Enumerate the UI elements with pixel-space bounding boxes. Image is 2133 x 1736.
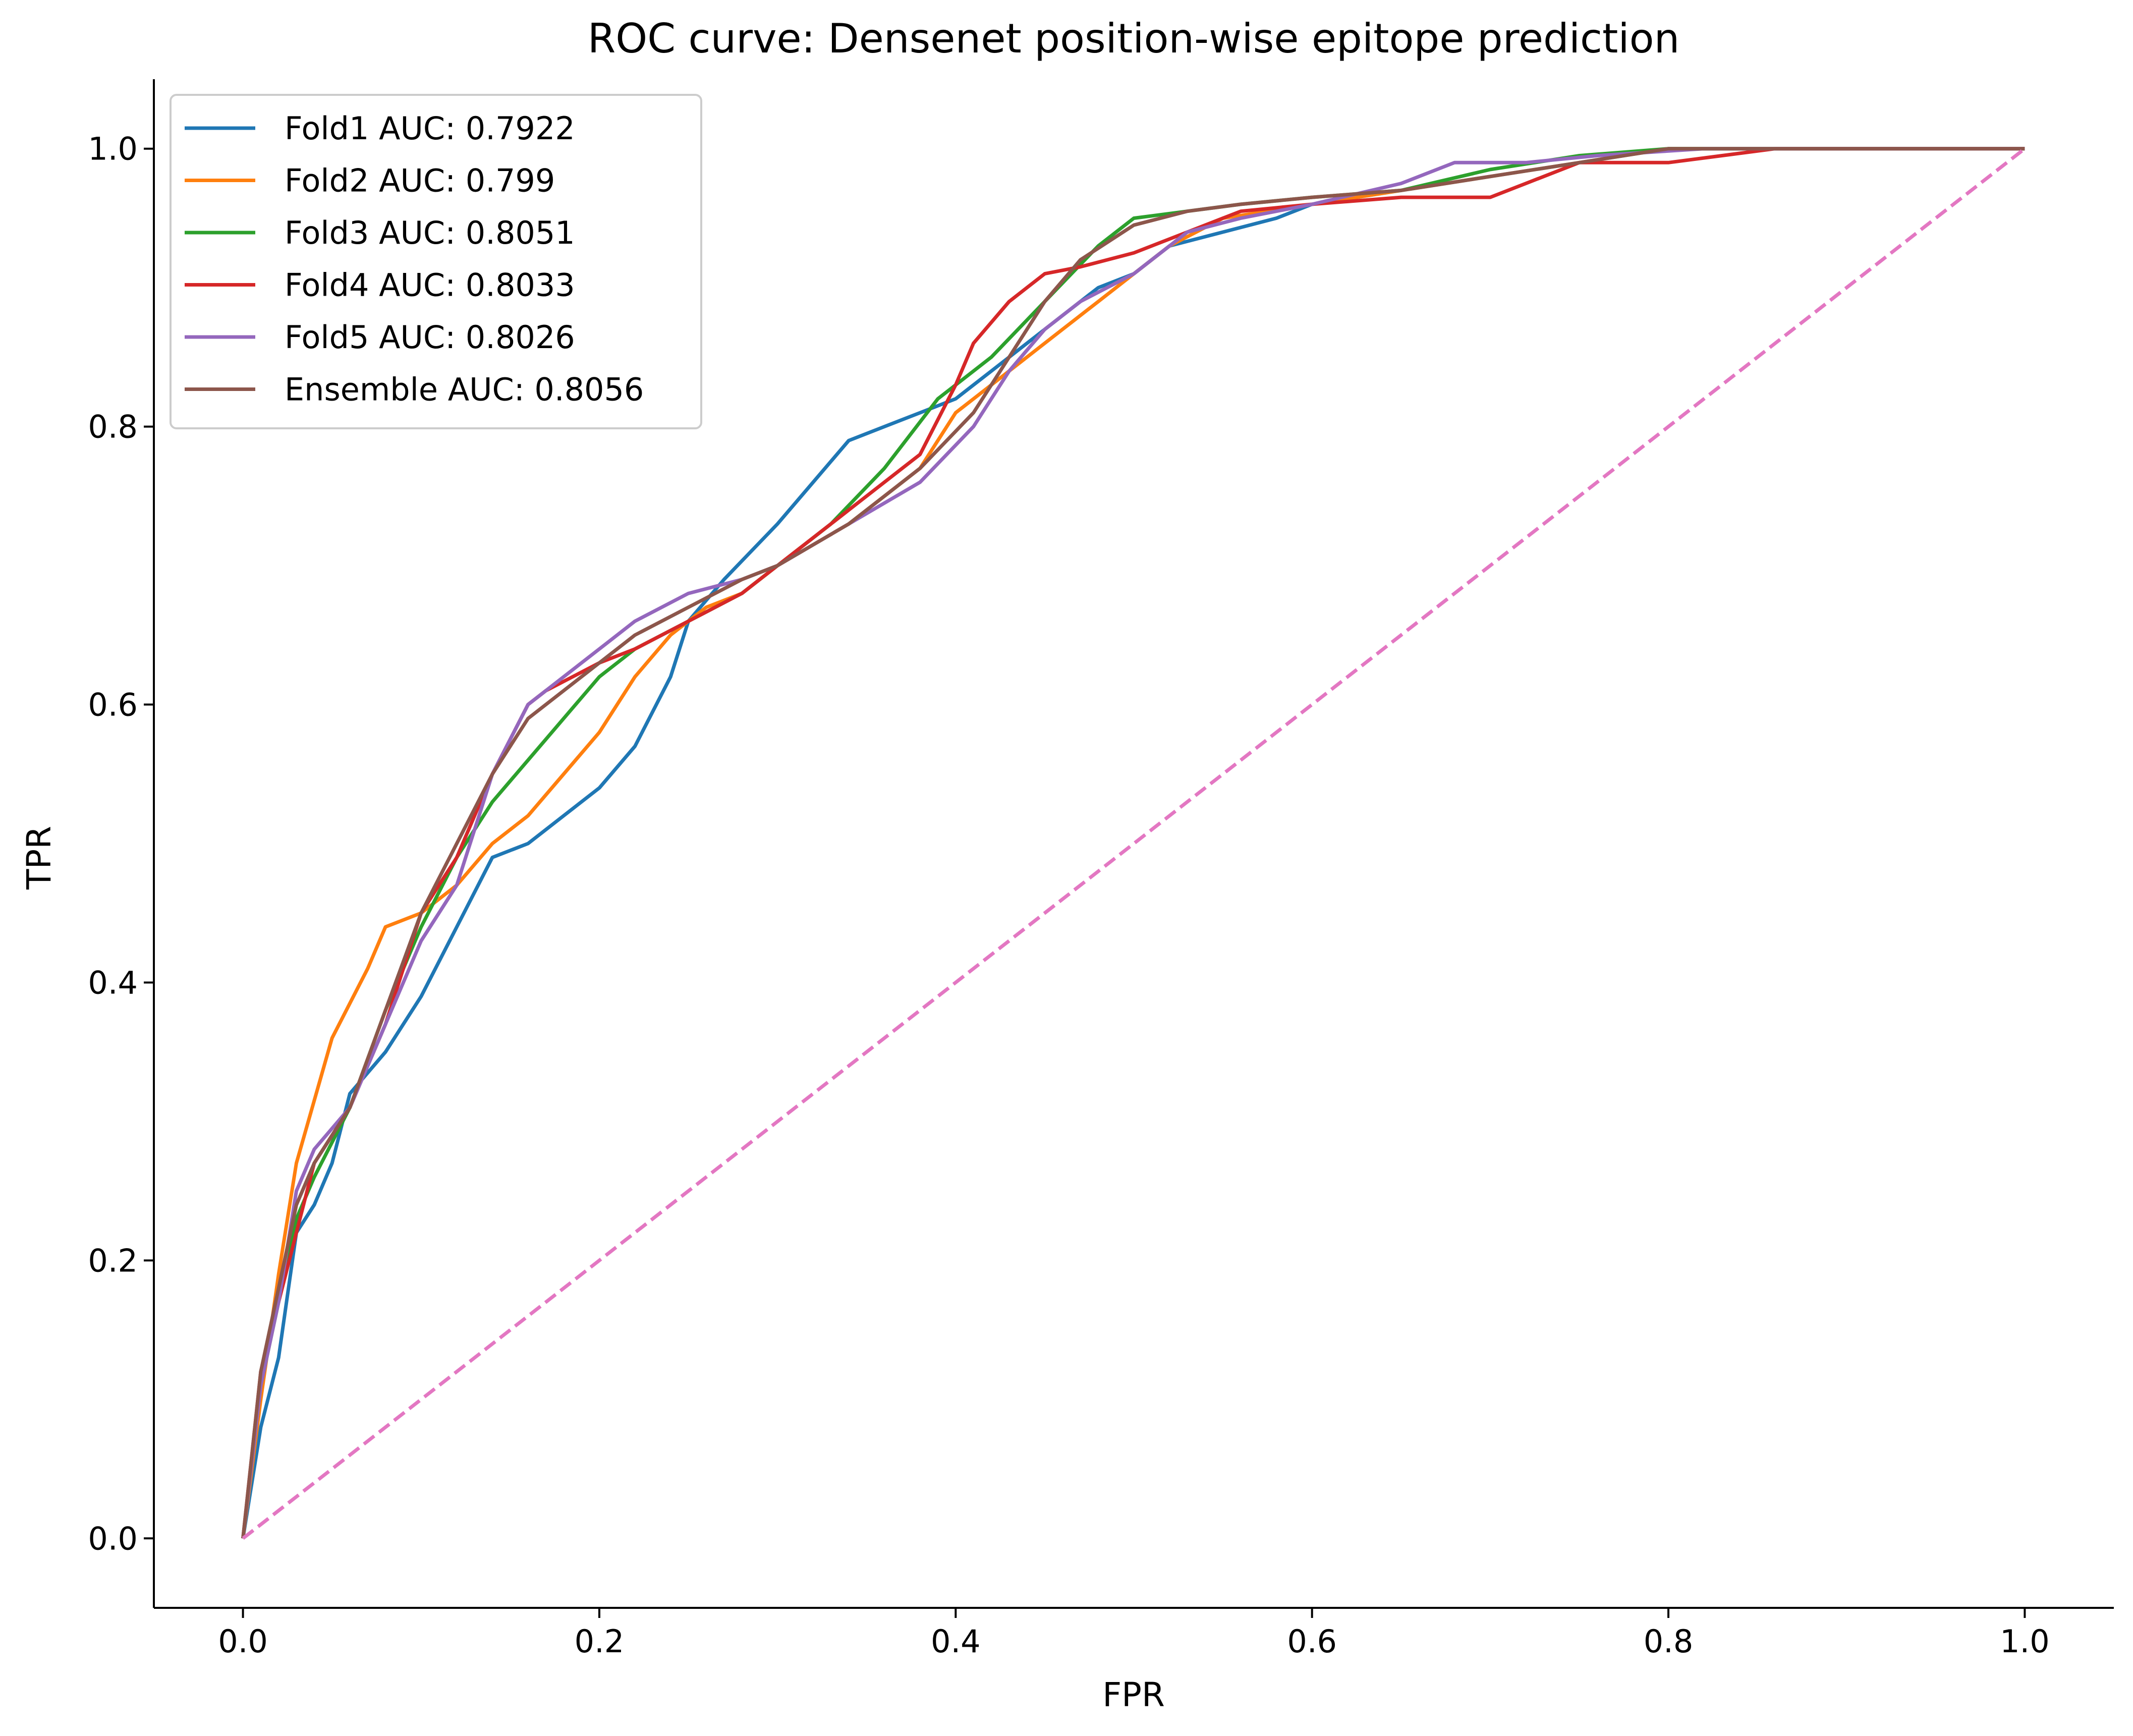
legend-entry: Fold4 AUC: 0.8033 [285, 267, 575, 304]
legend-entry: Ensemble AUC: 0.8056 [285, 371, 644, 408]
y-ticks: 0.0 0.2 0.4 0.6 0.8 1.0 [88, 131, 154, 1557]
legend-entry: Fold1 AUC: 0.7922 [285, 110, 575, 147]
x-tick-label: 0.0 [218, 1623, 268, 1660]
y-tick-label: 0.6 [88, 687, 138, 723]
legend-entry: Fold3 AUC: 0.8051 [285, 214, 575, 251]
chance-diagonal-line [242, 147, 2026, 1540]
axes: 0.0 0.2 0.4 0.6 0.8 1.0 0.0 0.2 0.4 0.6 0.8 1.0 [88, 79, 2114, 1660]
x-tick-label: 1.0 [2000, 1623, 2050, 1660]
y-tick-label: 0.0 [88, 1520, 138, 1557]
series-line-6 [241, 147, 2025, 1539]
legend: Fold1 AUC: 0.7922 Fold2 AUC: 0.799 Fold3 A… [170, 94, 702, 429]
y-axis-label: TPR [20, 826, 59, 890]
chart-title: ROC curve: Densenet position-wise epitop… [588, 15, 1680, 62]
y-tick-label: 0.2 [88, 1242, 138, 1279]
y-tick-label: 0.4 [88, 964, 138, 1001]
y-tick-label: 0.8 [88, 409, 138, 445]
legend-frame [170, 94, 702, 429]
x-axis-label: FPR [1102, 1675, 1165, 1714]
x-tick-label: 0.8 [1644, 1623, 1694, 1660]
x-tick-label: 0.2 [575, 1623, 625, 1660]
x-tick-label: 0.4 [931, 1623, 981, 1660]
legend-entry: Fold2 AUC: 0.799 [285, 162, 555, 199]
y-tick-label: 1.0 [88, 131, 138, 167]
x-tick-label: 0.6 [1287, 1623, 1337, 1660]
legend-entry: Fold5 AUC: 0.8026 [285, 319, 575, 356]
x-ticks: 0.0 0.2 0.4 0.6 0.8 1.0 [218, 1608, 2050, 1660]
plot-lines [241, 147, 2026, 1540]
